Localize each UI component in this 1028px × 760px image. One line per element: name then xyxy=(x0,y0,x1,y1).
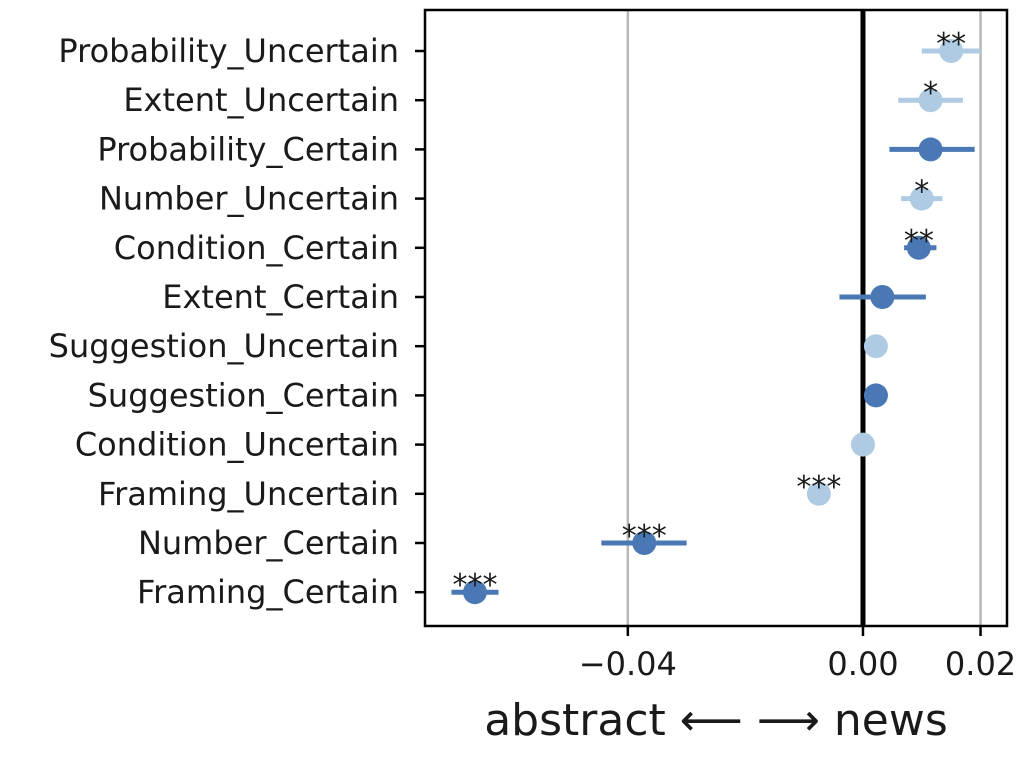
data-point xyxy=(850,432,875,457)
data-point xyxy=(918,137,943,162)
y-tick-label: Probability_Certain xyxy=(97,130,399,168)
plot-frame xyxy=(423,8,1009,628)
data-point xyxy=(806,481,831,506)
y-tick-label: Framing_Uncertain xyxy=(98,475,399,513)
y-tick-label: Extent_Uncertain xyxy=(123,81,399,119)
y-tick-label: Probability_Uncertain xyxy=(58,32,399,70)
x-tick-label: 0.02 xyxy=(945,645,1016,683)
y-tick-label: Condition_Certain xyxy=(114,229,399,267)
x-axis-label: abstract ⟵ ⟶ news xyxy=(484,695,948,746)
data-point xyxy=(909,186,934,211)
x-tick-label: −0.04 xyxy=(579,645,677,683)
significance-label: * xyxy=(923,76,938,111)
data-point xyxy=(906,235,931,260)
y-tick-label: Framing_Certain xyxy=(137,573,399,611)
y-tick-label: Suggestion_Uncertain xyxy=(49,327,399,365)
data-marks: *************** xyxy=(451,27,981,605)
reference-lines xyxy=(626,10,982,626)
significance-label: *** xyxy=(622,519,667,554)
data-point xyxy=(870,285,895,309)
y-tick-label: Suggestion_Certain xyxy=(88,376,399,414)
y-tick-label: Number_Certain xyxy=(138,524,399,562)
significance-label: ** xyxy=(936,27,966,62)
significance-label: ** xyxy=(904,224,934,259)
data-point xyxy=(939,39,964,63)
data-point xyxy=(462,580,487,605)
y-tick-label: Number_Uncertain xyxy=(99,180,399,218)
y-axis: Probability_Uncertain Extent_Uncertain Pro… xyxy=(49,32,425,611)
x-axis: −0.04 0.00 0.02 xyxy=(579,626,1016,683)
data-point xyxy=(918,88,943,113)
y-tick-label: Extent_Certain xyxy=(162,278,399,316)
significance-label: *** xyxy=(796,470,841,505)
x-tick-label: 0.00 xyxy=(827,645,898,683)
significance-label: * xyxy=(914,175,929,210)
data-point xyxy=(863,334,888,359)
significance-label: *** xyxy=(452,568,497,603)
data-point xyxy=(632,531,657,555)
data-point xyxy=(863,383,888,408)
y-tick-label: Condition_Uncertain xyxy=(75,426,399,464)
